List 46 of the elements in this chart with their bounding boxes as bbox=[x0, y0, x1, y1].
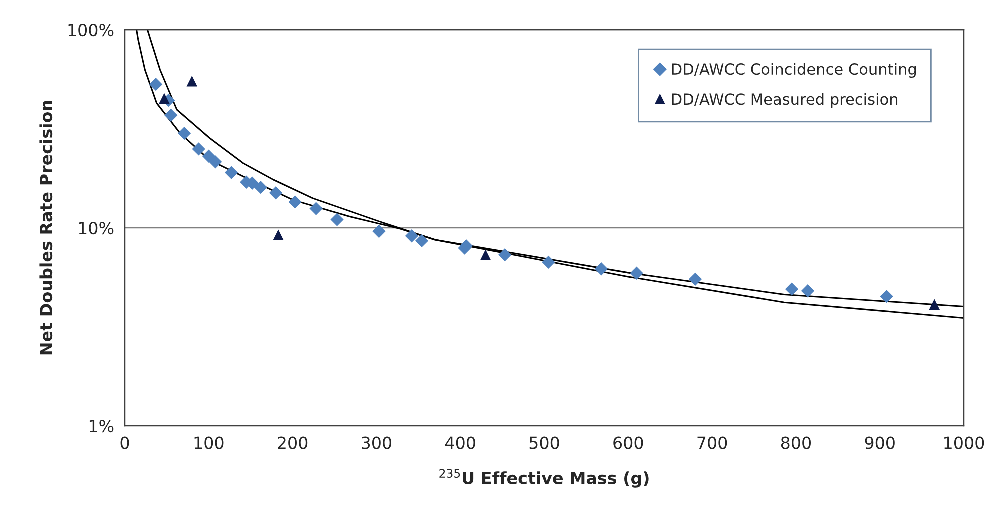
point bbox=[372, 224, 386, 238]
x-tick-label: 500 bbox=[530, 436, 560, 450]
x-tick-label: 900 bbox=[865, 436, 895, 450]
point bbox=[405, 230, 419, 243]
point bbox=[480, 250, 492, 260]
point bbox=[801, 284, 815, 298]
x-tick-label: 800 bbox=[781, 436, 811, 450]
y-axis-title: Net Doubles Rate Precision bbox=[40, 101, 53, 355]
point bbox=[310, 202, 323, 216]
x-tick-label: 300 bbox=[362, 436, 392, 450]
point bbox=[254, 180, 268, 194]
point bbox=[149, 78, 163, 92]
point bbox=[178, 126, 192, 140]
point bbox=[164, 108, 178, 122]
point bbox=[330, 213, 344, 226]
point bbox=[415, 234, 429, 248]
x-tick-label: 700 bbox=[698, 436, 728, 450]
x-axis-title: $^{235}$U Effective Mass (g) bbox=[440, 469, 649, 488]
y-tick-label: 100% bbox=[68, 24, 114, 37]
x-tick-label: 200 bbox=[278, 436, 308, 450]
x-tick-label: 400 bbox=[446, 436, 476, 450]
point bbox=[269, 186, 283, 200]
y-tick-label: 10% bbox=[79, 222, 114, 235]
point bbox=[880, 290, 894, 304]
point bbox=[209, 156, 222, 169]
point bbox=[159, 93, 170, 104]
point bbox=[186, 76, 198, 87]
legend-label: DD/AWCC Measured precision bbox=[672, 93, 898, 108]
point bbox=[192, 142, 206, 156]
y-tick-label: 1% bbox=[90, 420, 114, 433]
point bbox=[288, 196, 302, 209]
point bbox=[630, 266, 644, 280]
point bbox=[498, 248, 512, 262]
x-tick-label: 1000 bbox=[944, 436, 984, 450]
point bbox=[273, 230, 284, 241]
point bbox=[202, 150, 216, 163]
point bbox=[594, 262, 608, 276]
x-tick-label: 100 bbox=[194, 436, 224, 450]
point bbox=[929, 299, 940, 310]
legend-label: DD/AWCC Coincidence Counting bbox=[672, 63, 916, 78]
point bbox=[688, 272, 702, 286]
x-tick-label: 0 bbox=[120, 436, 130, 450]
x-tick-label: 600 bbox=[614, 436, 644, 450]
point bbox=[224, 166, 238, 180]
point bbox=[542, 256, 556, 270]
point bbox=[785, 282, 799, 296]
